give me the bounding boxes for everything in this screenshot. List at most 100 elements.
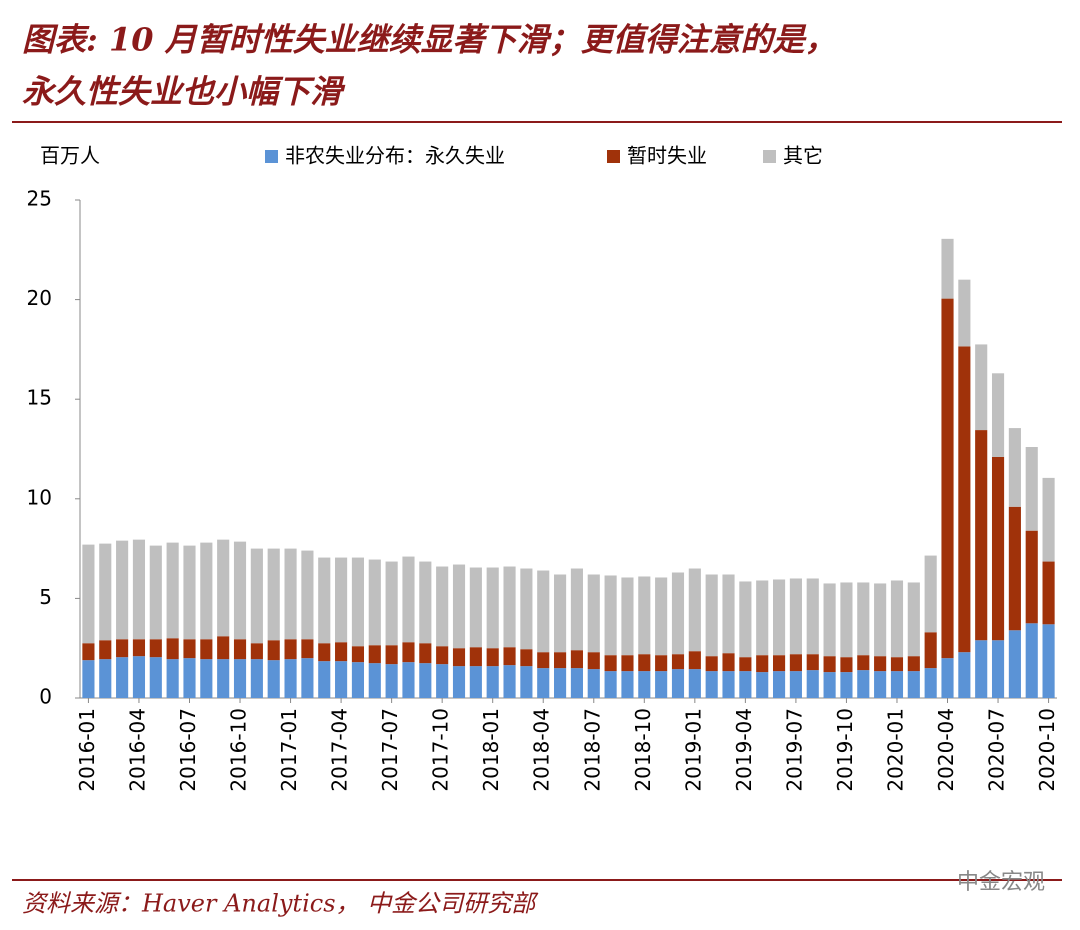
bar-segment xyxy=(806,670,819,698)
bar-segment xyxy=(99,640,112,660)
bar-segment xyxy=(941,298,954,659)
bar-segment xyxy=(823,672,836,698)
bar-segment xyxy=(149,657,162,698)
bar-segment xyxy=(132,539,146,640)
x-tick-label: 2017-01 xyxy=(277,708,301,792)
bar-segment xyxy=(638,671,651,698)
bar-segment xyxy=(1025,623,1038,698)
bar-segment xyxy=(284,659,297,698)
bar-segment xyxy=(570,650,583,669)
bar-segment xyxy=(958,279,971,347)
legend-label: 非农失业分布：永久失业 xyxy=(285,144,505,168)
bar-segment xyxy=(554,574,567,653)
bar-segment xyxy=(166,638,179,660)
bar-segment xyxy=(1008,630,1021,698)
bar-segment xyxy=(486,567,499,649)
y-tick-label: 5 xyxy=(39,585,52,609)
bar-segment xyxy=(756,655,769,673)
bar-segment xyxy=(385,561,398,646)
chart-title: 永久性失业也小幅下滑 xyxy=(22,73,346,111)
bar-segment xyxy=(233,659,247,698)
bar-segment xyxy=(756,672,769,698)
bar-segment xyxy=(655,655,668,672)
bar-segment xyxy=(840,582,853,658)
legend-label: 其它 xyxy=(783,144,823,168)
x-tick-label: 2019-10 xyxy=(833,708,857,792)
bar-segment xyxy=(840,657,853,673)
bar-segment xyxy=(722,671,735,698)
bar-segment xyxy=(924,555,937,633)
bar-segment xyxy=(385,664,398,698)
x-tick-label: 2018-01 xyxy=(479,708,503,792)
unit-label: 百万人 xyxy=(40,144,100,168)
bar-segment xyxy=(318,661,331,698)
x-tick-label: 2016-01 xyxy=(75,708,99,792)
x-tick-label: 2018-10 xyxy=(631,708,655,792)
bar-segment xyxy=(116,540,129,640)
legend-swatch xyxy=(607,150,620,163)
bar-segment xyxy=(335,557,348,643)
bar-segment xyxy=(772,671,786,698)
bar-segment xyxy=(284,639,297,660)
x-tick-label: 2020-10 xyxy=(1035,708,1059,792)
bar-segment xyxy=(149,545,162,640)
bar-segment xyxy=(722,653,735,672)
bar-segment xyxy=(705,574,718,657)
bar-segment xyxy=(991,640,1005,698)
bar-segment xyxy=(924,668,937,698)
bar-segment xyxy=(655,671,668,698)
bar-segment xyxy=(655,577,668,656)
bar-segment xyxy=(991,373,1005,457)
bar-segment xyxy=(941,238,954,299)
bar-segment xyxy=(183,545,196,640)
bar-segment xyxy=(958,652,971,698)
bar-segment xyxy=(436,646,449,665)
bar-segment xyxy=(520,649,533,667)
bar-segment xyxy=(132,639,146,657)
bar-segment xyxy=(772,655,786,672)
bar-segment xyxy=(301,658,314,698)
bar-segment xyxy=(351,646,365,663)
bar-segment xyxy=(368,645,381,664)
bar-segment xyxy=(469,647,482,667)
bar-segment xyxy=(402,642,415,663)
bar-segment xyxy=(1042,477,1055,562)
bar-segment xyxy=(890,657,904,672)
bar-segment xyxy=(217,659,230,698)
bar-segment xyxy=(874,656,887,672)
bar-segment xyxy=(554,668,567,698)
bar-segment xyxy=(554,652,567,669)
bar-segment xyxy=(368,559,381,646)
bar-segment xyxy=(604,655,617,672)
bar-segment xyxy=(99,543,112,641)
y-tick-label: 25 xyxy=(27,187,52,211)
bar-segment xyxy=(419,643,432,664)
bar-segment xyxy=(233,541,247,640)
bar-segment xyxy=(166,542,179,639)
bar-segment xyxy=(587,652,600,670)
x-tick-label: 2019-07 xyxy=(782,708,806,792)
bar-segment xyxy=(267,660,280,698)
bar-segment xyxy=(570,668,583,698)
bar-segment xyxy=(116,657,129,698)
x-tick-label: 2018-07 xyxy=(580,708,604,792)
x-tick-label: 2017-07 xyxy=(378,708,402,792)
bar-segment xyxy=(739,671,752,698)
bar-segment xyxy=(301,639,314,659)
bar-segment xyxy=(924,632,937,669)
bar-segment xyxy=(671,669,685,698)
bar-segment xyxy=(267,640,280,661)
bar-segment xyxy=(907,582,920,657)
x-tick-label: 2019-04 xyxy=(732,708,756,792)
bar-segment xyxy=(806,654,819,671)
bar-segment xyxy=(537,652,550,669)
bar-segment xyxy=(907,656,920,672)
bar-segment xyxy=(200,542,213,640)
bar-segment xyxy=(520,568,533,650)
bar-segment xyxy=(267,548,280,641)
bar-segment xyxy=(217,636,230,660)
x-tick-label: 2017-04 xyxy=(328,708,352,792)
bar-segment xyxy=(975,344,988,431)
x-tick-label: 2016-04 xyxy=(125,708,149,792)
